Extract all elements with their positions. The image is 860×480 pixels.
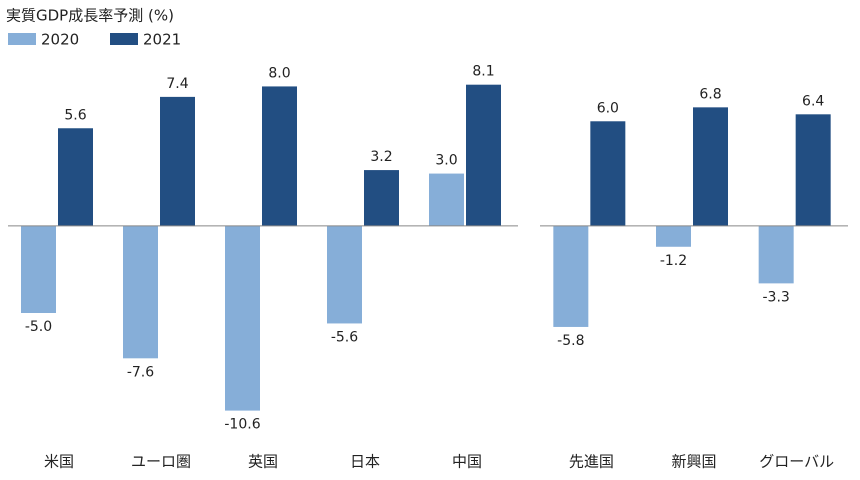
- bar: [553, 225, 589, 327]
- bar: [364, 170, 399, 226]
- value-label: 3.2: [370, 149, 392, 165]
- value-label: -7.6: [127, 364, 154, 380]
- value-label: 3.0: [435, 153, 457, 169]
- value-label: -3.3: [763, 289, 790, 305]
- bar: [123, 225, 158, 359]
- value-label: 6.8: [699, 86, 721, 102]
- bar: [466, 84, 501, 226]
- bar: [160, 96, 195, 226]
- bar: [590, 121, 626, 226]
- value-label: 8.1: [472, 64, 494, 80]
- bar: [656, 225, 691, 247]
- bar: [225, 225, 260, 411]
- x-tick-label: 新興国: [671, 453, 716, 471]
- value-label: 6.0: [597, 100, 619, 116]
- bar: [758, 225, 794, 284]
- legend-label: 2021: [143, 31, 181, 49]
- bar: [693, 107, 728, 226]
- bar: [795, 114, 831, 226]
- x-tick-label: グローバル: [759, 453, 834, 471]
- bar: [327, 225, 362, 324]
- value-label: 8.0: [268, 65, 290, 81]
- x-tick-label: ユーロ圏: [131, 453, 191, 471]
- chart-title: 実質GDP成長率予測 (%): [6, 7, 174, 25]
- bar: [21, 225, 56, 313]
- x-tick-label: 米国: [44, 453, 74, 471]
- value-label: -5.6: [331, 329, 358, 345]
- legend-swatch: [8, 33, 36, 45]
- bar: [262, 86, 297, 226]
- x-tick-label: 英国: [248, 453, 278, 471]
- value-label: 5.6: [64, 107, 86, 123]
- x-tick-label: 中国: [452, 453, 482, 471]
- bar: [58, 128, 93, 226]
- value-label: 7.4: [166, 76, 188, 92]
- x-tick-label: 先進国: [569, 453, 614, 471]
- x-tick-label: 日本: [350, 453, 380, 471]
- bar: [429, 173, 464, 226]
- value-label: -5.0: [25, 319, 52, 335]
- value-label: 6.4: [802, 93, 824, 109]
- value-label: -5.8: [557, 333, 584, 349]
- legend-swatch: [110, 33, 138, 45]
- value-label: -10.6: [224, 417, 260, 433]
- legend-label: 2020: [41, 31, 79, 49]
- value-label: -1.2: [660, 253, 687, 269]
